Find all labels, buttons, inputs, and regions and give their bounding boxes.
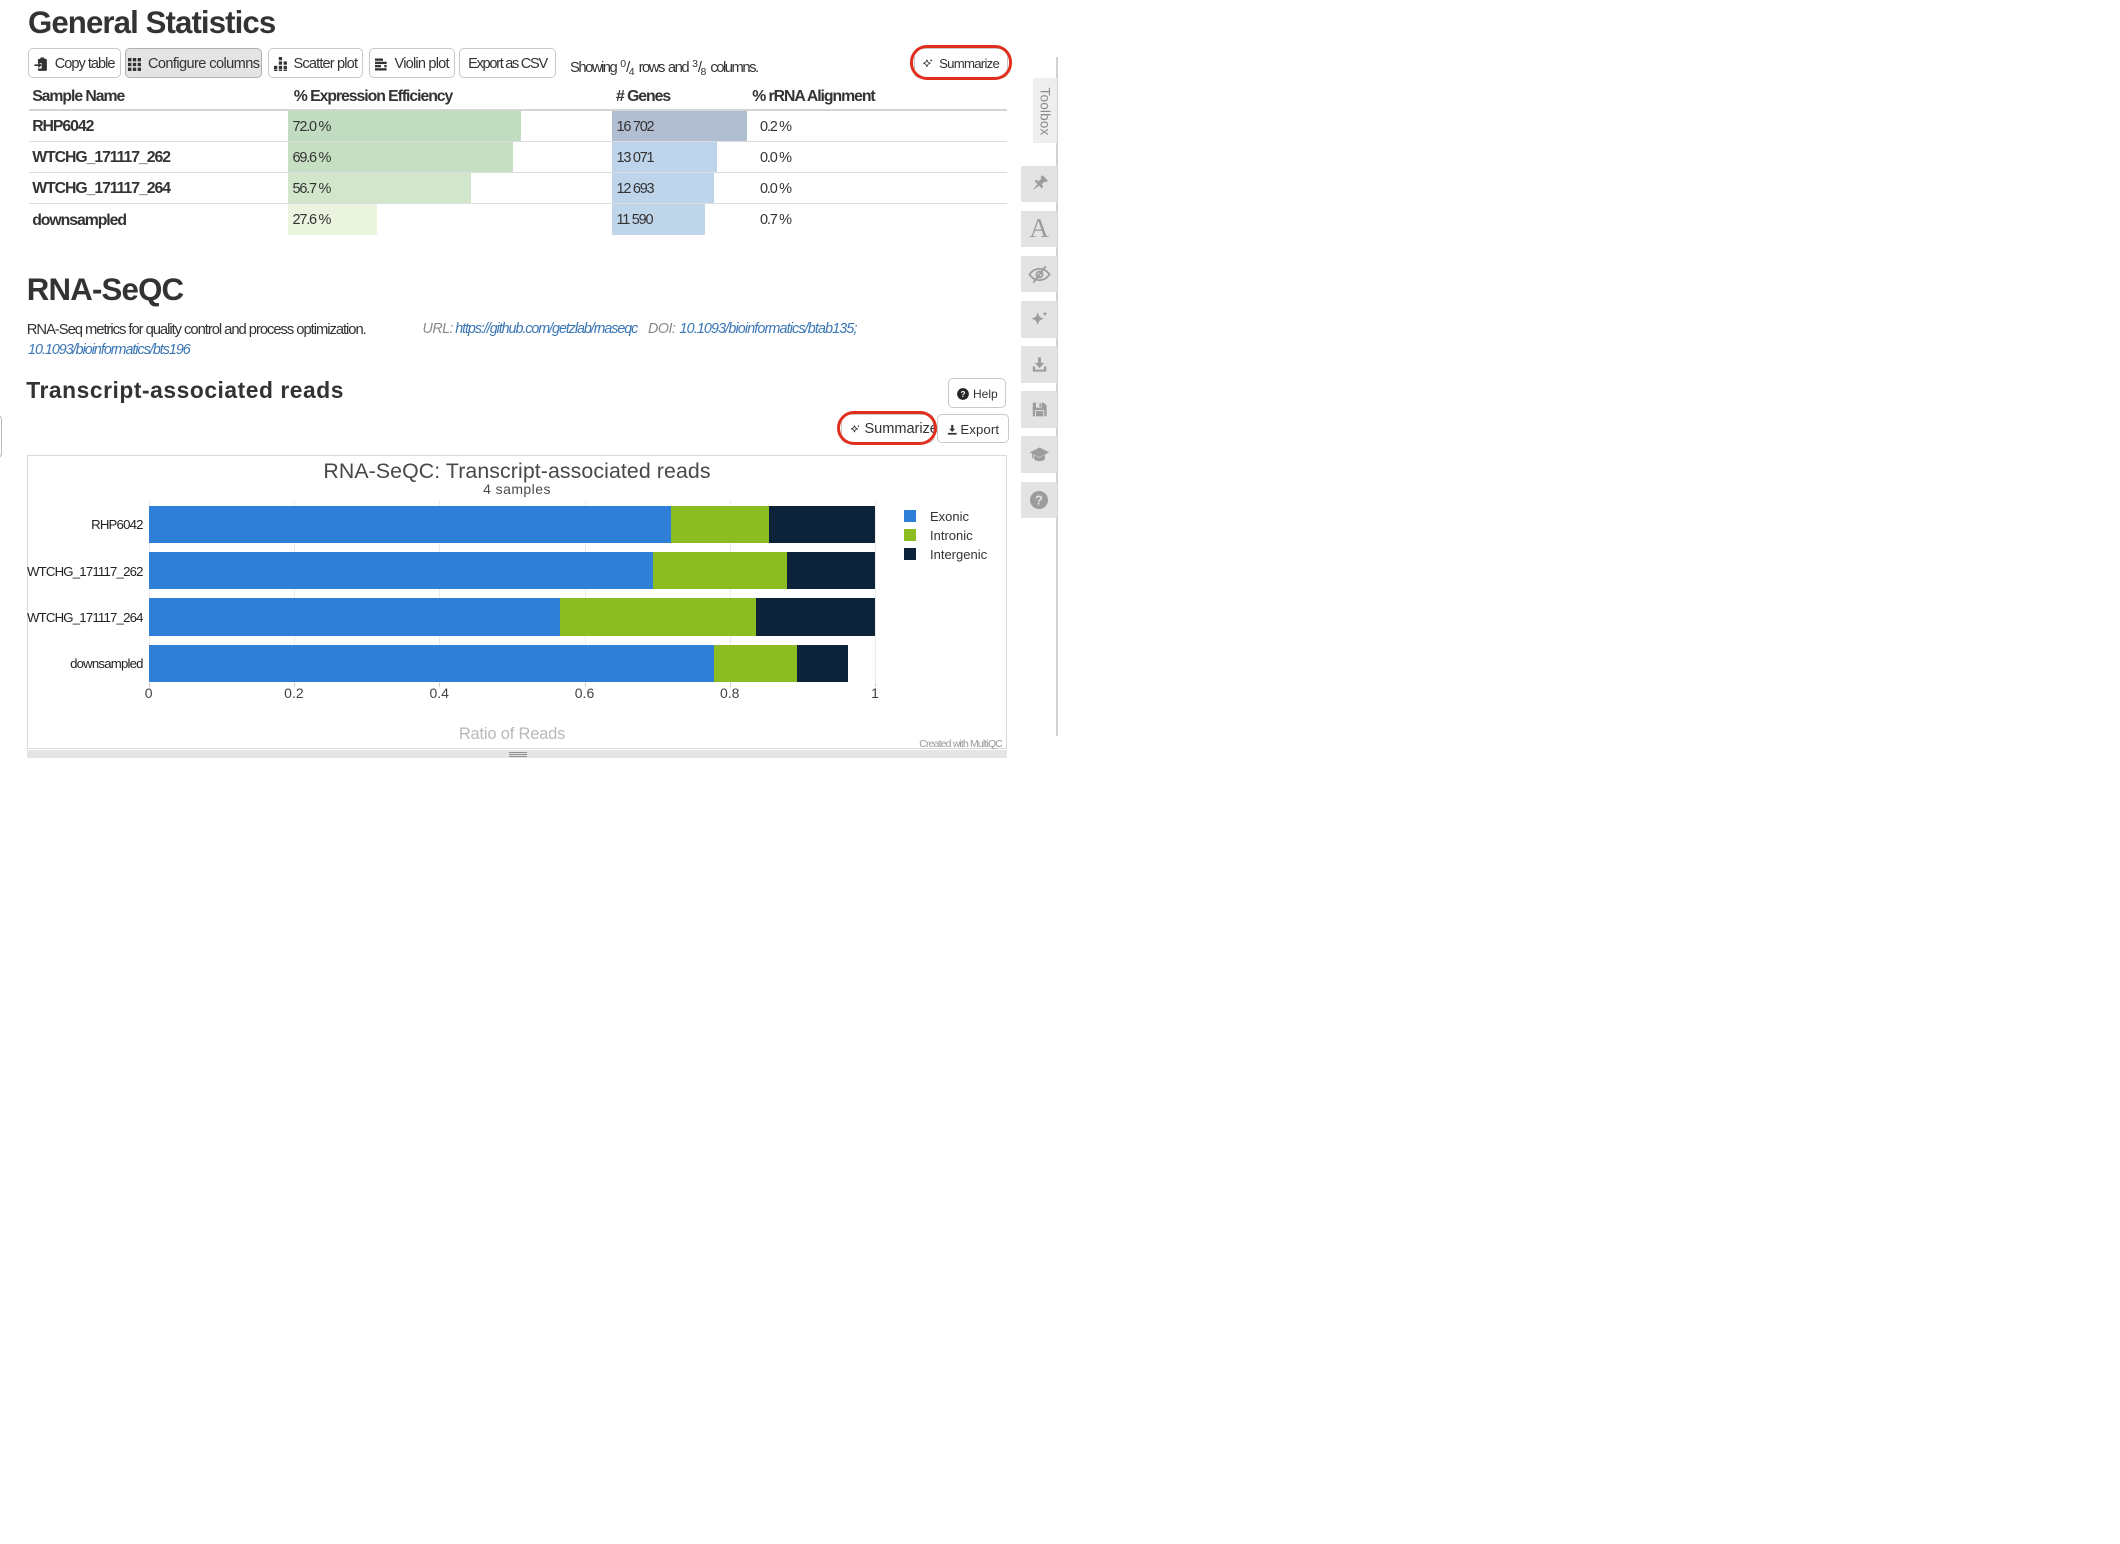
svg-text:?: ? [960, 390, 965, 399]
svg-text:?: ? [1035, 492, 1043, 507]
